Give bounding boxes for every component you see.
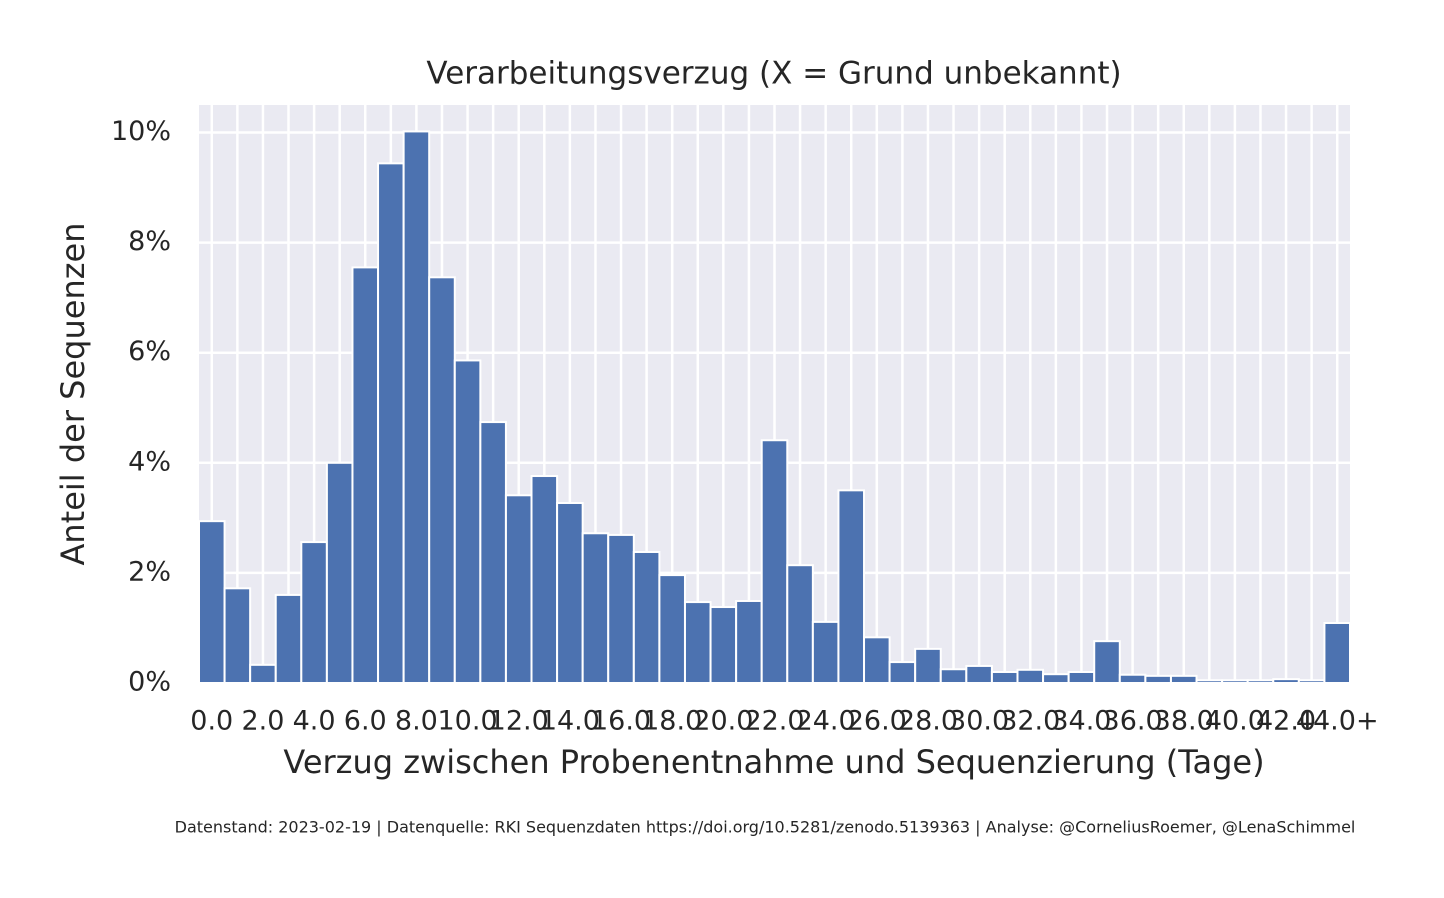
x-tick-label: 26.0 [847, 706, 907, 737]
x-tick-label: 2.0 [241, 706, 284, 737]
bar [428, 276, 456, 684]
bar [198, 520, 226, 684]
bar [888, 661, 917, 685]
bar [735, 599, 763, 685]
bar [453, 359, 482, 684]
bar [581, 532, 610, 684]
x-tick-label: 20.0 [693, 706, 753, 737]
bar [863, 636, 891, 685]
x-tick-label: 6.0 [344, 706, 387, 737]
bar [1323, 621, 1352, 685]
bar [939, 668, 968, 685]
bar [1144, 674, 1172, 685]
x-tick-label: 40.0 [1205, 706, 1265, 737]
bar [1297, 679, 1326, 685]
x-tick-label: 30.0 [949, 706, 1009, 737]
x-tick-label: 18.0 [642, 706, 702, 737]
x-tick-label: 36.0 [1103, 706, 1163, 737]
y-tick-label: 4% [128, 446, 171, 477]
bar [249, 663, 277, 685]
x-tick-label: 10.0 [438, 706, 498, 737]
y-axis-label: Anteil der Sequenzen [54, 222, 92, 565]
bar [274, 593, 303, 685]
bar [1118, 673, 1147, 685]
x-tick-label: 44.0+ [1296, 706, 1379, 737]
bar [965, 664, 993, 685]
x-tick-label: 4.0 [293, 706, 336, 737]
bar [709, 606, 738, 685]
bar [1042, 673, 1070, 685]
bar [1195, 679, 1224, 685]
bar [402, 130, 431, 684]
bar [1246, 679, 1275, 685]
x-tick-label: 0.0 [190, 706, 233, 737]
bar [479, 421, 507, 684]
x-tick-label: 28.0 [898, 706, 958, 737]
bar [1272, 678, 1300, 685]
footnote: Datenstand: 2023-02-19 | Datenquelle: RK… [175, 818, 1356, 837]
bar [1169, 674, 1198, 685]
bar [377, 162, 405, 685]
y-tick-label: 10% [111, 116, 171, 147]
bar [786, 564, 814, 685]
x-tick-label: 38.0 [1154, 706, 1214, 737]
x-axis-label: Verzug zwischen Probenentnahme und Seque… [283, 743, 1264, 781]
x-tick-label: 32.0 [1000, 706, 1060, 737]
bar [990, 670, 1019, 685]
bar [683, 601, 712, 685]
bar [223, 587, 252, 685]
bar [607, 533, 635, 684]
bar [351, 266, 380, 684]
x-tick-label: 22.0 [744, 706, 804, 737]
bar [1016, 668, 1045, 685]
y-tick-label: 2% [128, 556, 171, 587]
x-tick-label: 42.0 [1256, 706, 1316, 737]
bar [300, 541, 328, 685]
bar [658, 574, 686, 685]
bar [1093, 640, 1121, 685]
bar [1221, 679, 1249, 685]
bar [811, 620, 840, 685]
bar [914, 647, 942, 685]
bar [837, 489, 866, 685]
x-tick-label: 34.0 [1051, 706, 1111, 737]
chart-title: Verarbeitungsverzug (X = Grund unbekannt… [426, 56, 1121, 92]
bar [530, 475, 559, 685]
x-tick-label: 24.0 [796, 706, 856, 737]
y-tick-label: 8% [128, 226, 171, 257]
x-tick-label: 14.0 [540, 706, 600, 737]
bar [632, 550, 661, 685]
x-tick-label: 12.0 [489, 706, 549, 737]
y-tick-label: 0% [128, 667, 171, 698]
bar [760, 439, 789, 684]
bar [1067, 670, 1096, 685]
x-tick-label: 8.0 [395, 706, 438, 737]
bar [556, 501, 584, 684]
x-tick-label: 16.0 [591, 706, 651, 737]
bar [504, 494, 533, 685]
y-tick-label: 6% [128, 336, 171, 367]
bar [325, 461, 354, 684]
